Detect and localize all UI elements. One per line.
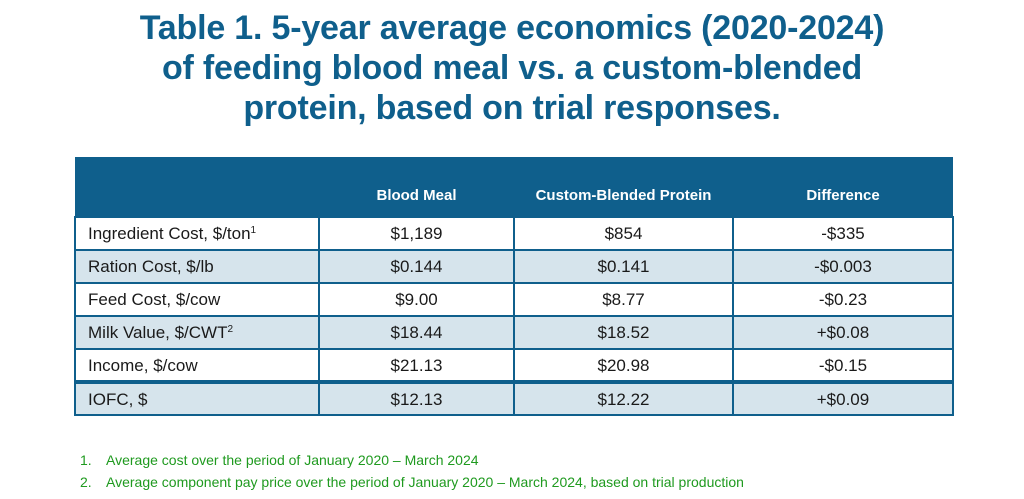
table-row: Income, $/cow $21.13 $20.98 -$0.15 [74,348,954,383]
row-label-text: Feed Cost, $/cow [88,290,221,309]
economics-table-container: Blood Meal Custom-Blended Protein Differ… [74,157,954,416]
header-difference: Difference [733,157,953,217]
table-title: Table 1. 5-year average economics (2020-… [0,8,1024,128]
footnote-number: 2. [80,474,92,490]
row-label-text: IOFC, $ [88,389,148,409]
header-custom-blended: Custom-Blended Protein [514,157,733,217]
footnote-text: Average cost over the period of January … [106,452,479,468]
title-line-2: of feeding blood meal vs. a custom-blend… [161,49,863,87]
header-label-blank [75,157,319,217]
title-line-3: protein, based on trial responses. [243,89,781,127]
footnote-2: 2. Average component pay price over the p… [80,471,744,493]
table-row: Feed Cost, $/cow $9.00 $8.77 -$0.23 [74,282,954,317]
cell-blood-meal: $9.00 [318,282,515,317]
footnote-ref: 2 [227,324,234,335]
row-label-text: Ingredient Cost, $/ton [88,224,251,243]
cell-difference: +$0.09 [732,380,954,416]
footnotes: 1. Average cost over the period of Januar… [80,449,744,493]
cell-custom: $854 [513,216,734,251]
cell-blood-meal: $12.13 [318,380,515,416]
cell-custom: $8.77 [513,282,734,317]
row-label: Ingredient Cost, $/ton1 [74,216,320,251]
row-label: Income, $/cow [74,348,320,383]
table-row: Milk Value, $/CWT2 $18.44 $18.52 +$0.08 [74,315,954,350]
row-label: Feed Cost, $/cow [74,282,320,317]
row-label-text: Ration Cost, $/lb [88,257,214,276]
footnote-1: 1. Average cost over the period of Januar… [80,449,744,471]
row-label: Ration Cost, $/lb [74,249,320,284]
cell-difference: +$0.08 [732,315,954,350]
header-blood-meal: Blood Meal [319,157,514,217]
row-label-text: Income, $/cow [88,355,198,375]
row-label-text: Milk Value, $/CWT [88,323,228,342]
table-row: Ration Cost, $/lb $0.144 $0.141 -$0.003 [74,249,954,284]
cell-difference: -$335 [732,216,954,251]
footnote-ref: 1 [250,225,257,236]
title-line-1: Table 1. 5-year average economics (2020-… [139,9,885,47]
cell-custom: $18.52 [513,315,734,350]
table-row-total: IOFC, $ $12.13 $12.22 +$0.09 [74,380,954,416]
cell-blood-meal: $21.13 [318,348,515,383]
row-label: IOFC, $ [74,380,320,416]
cell-blood-meal: $0.144 [318,249,515,284]
header-row: Blood Meal Custom-Blended Protein Differ… [75,157,953,217]
cell-blood-meal: $1,189 [318,216,515,251]
cell-blood-meal: $18.44 [318,315,515,350]
economics-table: Blood Meal Custom-Blended Protein Differ… [74,157,954,416]
footnote-number: 1. [80,452,92,468]
table-row: Ingredient Cost, $/ton1 $1,189 $854 -$33… [74,216,954,251]
footnote-text: Average component pay price over the per… [106,474,744,490]
cell-custom: $20.98 [513,348,734,383]
row-label: Milk Value, $/CWT2 [74,315,320,350]
header-custom-blended-text: Custom-Blended Protein [535,187,712,204]
cell-custom: $0.141 [513,249,734,284]
cell-custom: $12.22 [513,380,734,416]
cell-difference: -$0.003 [732,249,954,284]
cell-difference: -$0.15 [732,348,954,383]
cell-difference: -$0.23 [732,282,954,317]
